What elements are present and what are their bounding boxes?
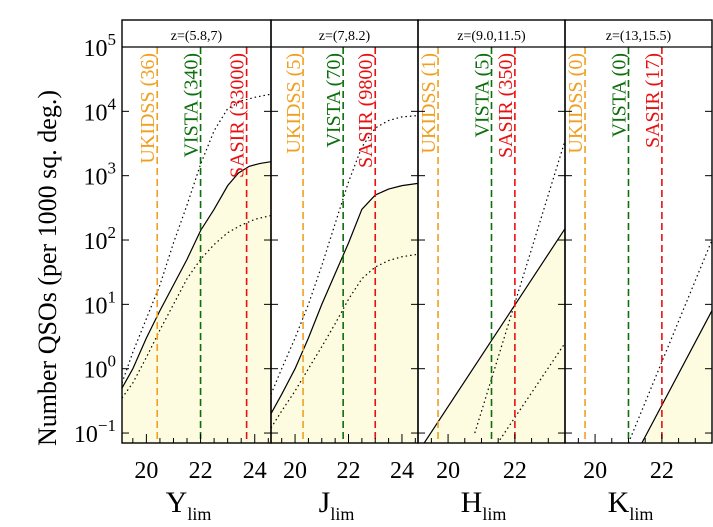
- x-axis-label: Klim: [608, 486, 654, 524]
- survey-label: VISTA (5): [472, 53, 494, 138]
- y-tick-exp: 0: [108, 352, 117, 371]
- y-tick-label: 100: [84, 352, 117, 384]
- y-tick-base: 10: [84, 36, 108, 62]
- x-axis-label: Ylim: [166, 486, 212, 524]
- panel-title: z=(9.0,11.5): [457, 29, 526, 44]
- y-tick-base: 10: [84, 358, 108, 384]
- survey-label: UKIDSS (5): [283, 53, 305, 154]
- y-tick-exp: 3: [108, 159, 117, 178]
- main-curve: [271, 182, 418, 414]
- x-axis-sub: lim: [330, 504, 354, 524]
- survey-label: SASIR (9800): [355, 53, 377, 168]
- y-tick-exp: 5: [108, 30, 117, 49]
- y-tick-label: 103: [84, 159, 117, 191]
- y-tick-base: 10: [84, 293, 108, 319]
- shaded-area: [271, 183, 418, 443]
- x-tick-label: 20: [134, 458, 158, 484]
- survey-label: SASIR (33000): [227, 53, 249, 178]
- x-tick-label: 24: [243, 458, 267, 484]
- panel-frames: [121, 19, 713, 444]
- x-axis-base: K: [608, 486, 630, 519]
- y-tick-base: 10: [74, 422, 98, 448]
- x-axis-base: Y: [166, 486, 188, 519]
- shaded-area: [122, 161, 271, 443]
- x-tick-label: 24: [390, 458, 414, 484]
- y-tick-base: 10: [84, 165, 108, 191]
- x-tick-label: 20: [583, 458, 607, 484]
- main-curve: [641, 310, 712, 443]
- y-tick-label: 102: [84, 223, 117, 255]
- main-curve: [423, 228, 565, 443]
- y-tick-base: 10: [84, 100, 108, 126]
- upper-curve: [627, 239, 712, 443]
- survey-label: SASIR (17): [642, 53, 664, 148]
- x-axis-sub: lim: [629, 504, 653, 524]
- lower-curve: [497, 342, 565, 443]
- y-tick-exp: 2: [108, 223, 117, 242]
- x-axis-sub: lim: [187, 504, 211, 524]
- x-tick-label: 20: [436, 458, 460, 484]
- x-tick-label: 22: [650, 458, 674, 484]
- survey-label: SASIR (350): [495, 53, 517, 158]
- panel-title: z=(13,15.5): [606, 29, 672, 44]
- lower-curve: [271, 253, 418, 429]
- y-tick-exp: 4: [108, 94, 117, 113]
- y-tick-label: 101: [84, 287, 117, 319]
- y-axis-label: Number QSOs (per 1000 sq. deg.): [33, 90, 62, 446]
- x-tick-label: 22: [189, 458, 213, 484]
- y-tick-base: 10: [84, 229, 108, 255]
- x-axis-label: Jlim: [319, 486, 355, 524]
- y-tick-label: 10−1: [74, 416, 116, 448]
- x-tick-label: 20: [283, 458, 307, 484]
- upper-curve: [474, 140, 565, 434]
- survey-label: VISTA (0): [608, 53, 630, 138]
- survey-label: UKIDSS (1): [418, 53, 440, 154]
- x-axis-sub: lim: [482, 504, 506, 524]
- survey-label: VISTA (340): [181, 53, 203, 158]
- survey-label: UKIDSS (0): [565, 53, 587, 154]
- y-tick-exp: 1: [108, 287, 117, 306]
- x-axis-base: H: [461, 486, 483, 519]
- y-tick-label: 104: [84, 94, 117, 126]
- x-tick-label: 22: [503, 458, 527, 484]
- main-curve: [122, 161, 271, 389]
- survey-label: VISTA (70): [323, 53, 345, 148]
- panel-title: z=(5.8,7): [171, 29, 223, 44]
- x-axis-base: J: [319, 486, 331, 519]
- survey-limits: UKIDSS (36) VISTA (340) SASIR (33000) UKIDS…: [137, 47, 664, 443]
- model-curves: [122, 93, 712, 443]
- survey-label: UKIDSS (36): [137, 53, 159, 164]
- panel-frame: [564, 19, 713, 444]
- y-tick-label: 105: [84, 30, 117, 62]
- y-tick-exp: −1: [98, 416, 116, 435]
- panel-title: z=(7,8.2): [319, 29, 371, 44]
- x-tick-label: 22: [337, 458, 361, 484]
- x-axis-label: Hlim: [461, 486, 507, 524]
- shaded-area: [421, 228, 565, 443]
